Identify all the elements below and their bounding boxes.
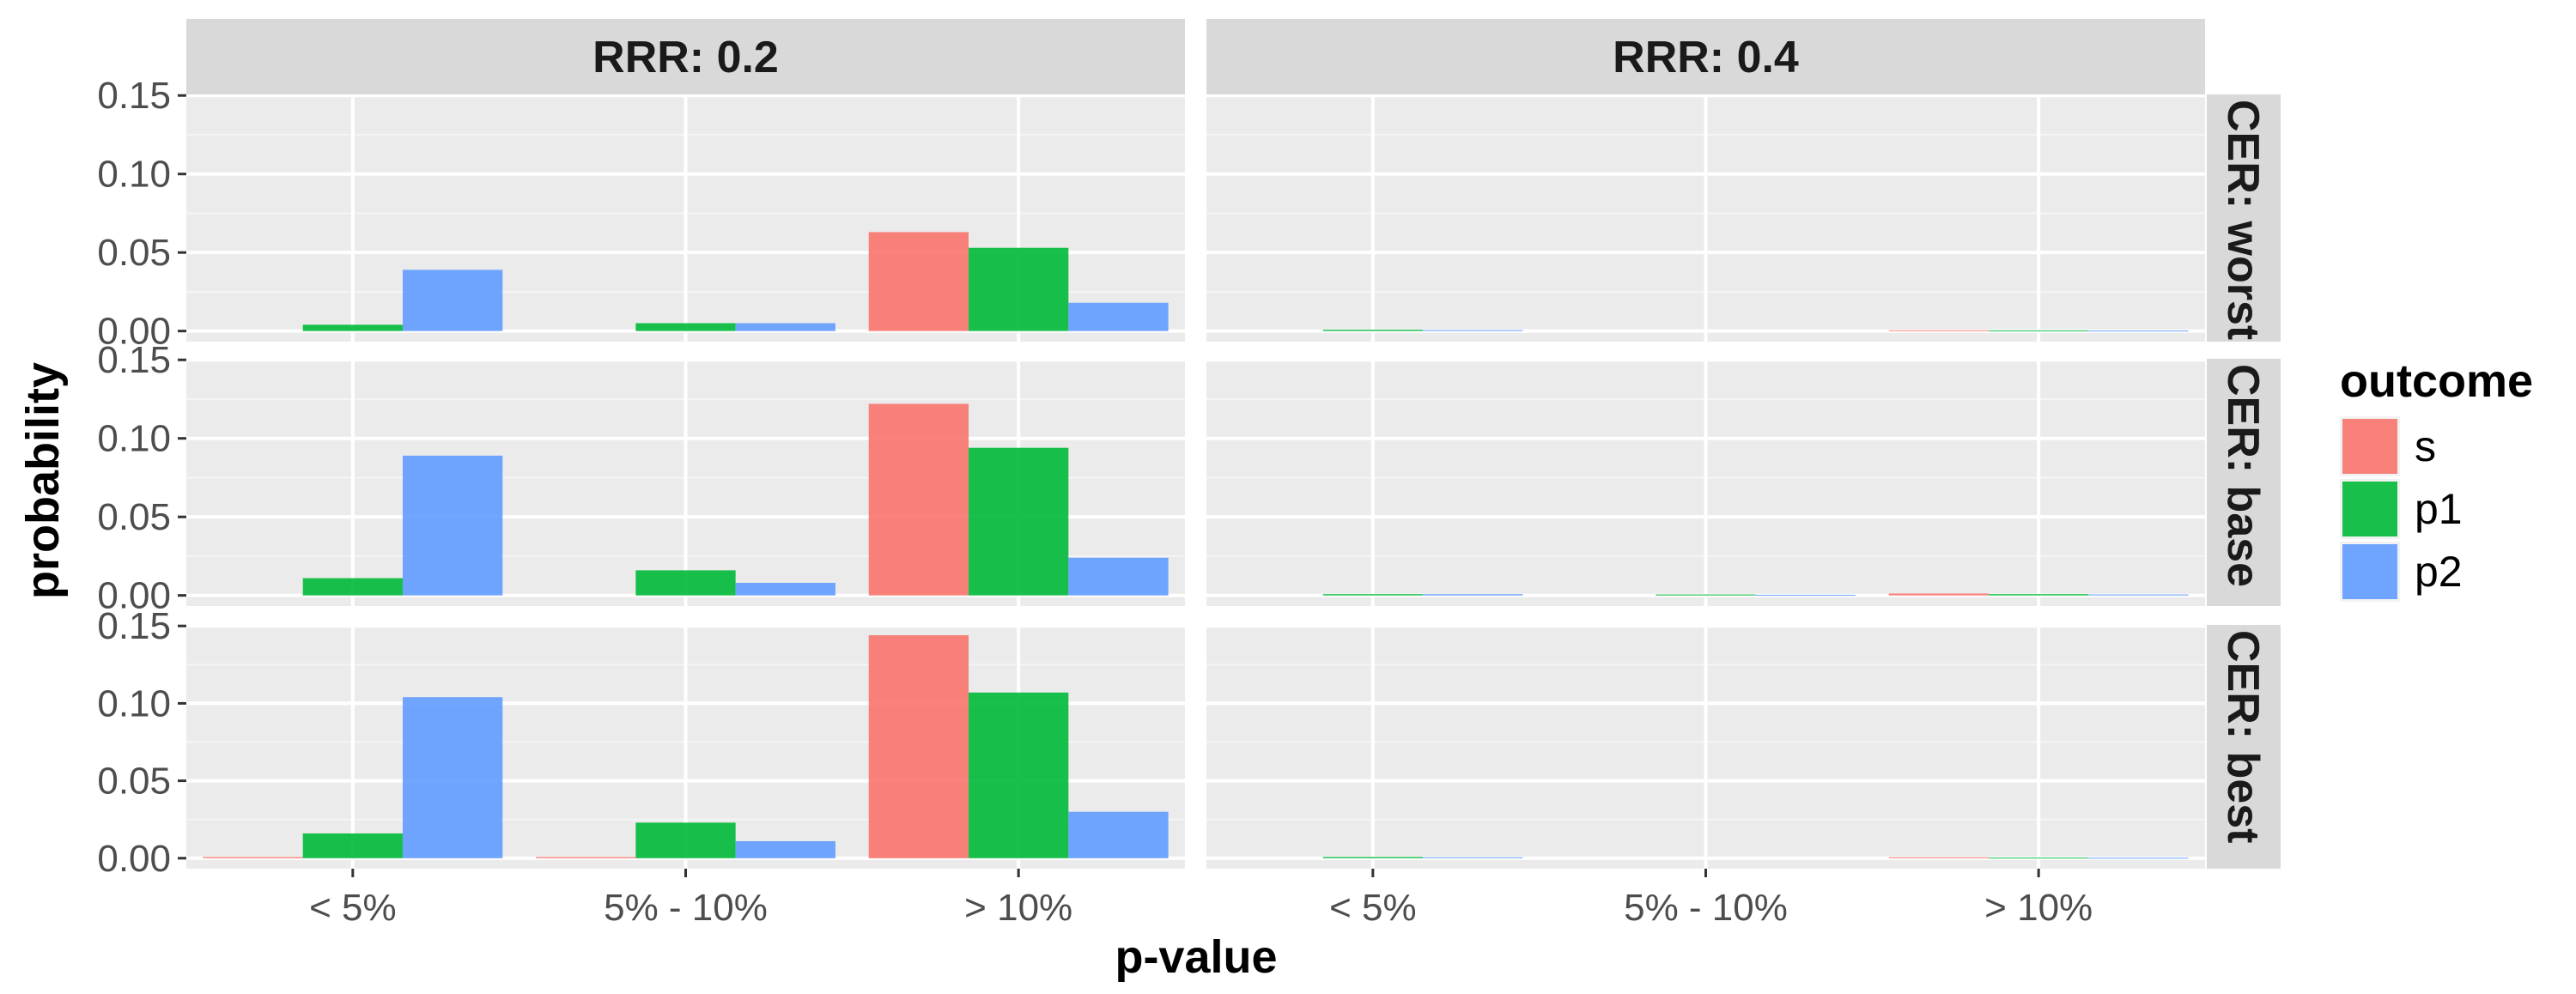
row-strip xyxy=(2207,359,2281,606)
column-strip xyxy=(1206,19,2205,94)
bar-s xyxy=(868,635,969,858)
bar-s xyxy=(536,857,636,858)
legend-key-p1 xyxy=(2342,482,2397,536)
column-strip xyxy=(186,19,1185,94)
x-tick-label: < 5% xyxy=(309,887,397,929)
column-strip-label: RRR: 0.4 xyxy=(1613,33,1799,82)
y-tick-label: 0.10 xyxy=(97,682,171,724)
legend-label: p1 xyxy=(2415,485,2463,533)
row-strip-label-group: CER: best xyxy=(2218,630,2268,843)
bar-p1 xyxy=(1656,594,1756,596)
y-tick-label: 0.15 xyxy=(97,339,171,381)
panel xyxy=(1206,358,2205,606)
row-strip-label: CER: base xyxy=(2218,364,2268,587)
bar-p1 xyxy=(302,324,403,331)
panels-layer xyxy=(186,94,2205,869)
x-tick-label: 5% - 10% xyxy=(1624,887,1788,929)
row-strip xyxy=(2207,625,2281,869)
strips-layer: RRR: 0.2 RRR: 0.4 CER: worst CER: base CER: … xyxy=(186,19,2281,869)
bar-p2 xyxy=(1422,594,1523,596)
bar-p1 xyxy=(635,323,736,331)
bar-s xyxy=(1888,330,1990,331)
bar-p1 xyxy=(635,570,736,596)
legend-label: s xyxy=(2415,422,2436,470)
bar-p2 xyxy=(1068,557,1169,596)
bar-p1 xyxy=(969,447,1069,596)
bar-p1 xyxy=(1989,330,2089,331)
axes-layer: 0.000.050.100.150.000.050.100.150.000.05… xyxy=(97,75,2093,929)
bar-p1 xyxy=(635,822,736,858)
bar-p1 xyxy=(1322,594,1423,596)
bar-p1 xyxy=(302,833,403,858)
x-tick-label: < 5% xyxy=(1329,887,1417,929)
bar-s xyxy=(1888,593,1990,596)
bar-p2 xyxy=(1755,594,1856,596)
y-tick-label: 0.10 xyxy=(97,418,171,460)
panel xyxy=(186,358,1185,606)
legend-label: p2 xyxy=(2415,548,2463,596)
x-tick-label: > 10% xyxy=(1984,887,2093,929)
row-strip-label: CER: best xyxy=(2218,630,2268,843)
bar-p2 xyxy=(402,455,503,596)
bar-p2 xyxy=(1422,330,1523,331)
bar-p2 xyxy=(2088,594,2189,596)
panel xyxy=(1206,624,2205,869)
bar-p1 xyxy=(969,692,1069,858)
row-strip xyxy=(2207,94,2281,342)
y-tick-label: 0.15 xyxy=(97,75,171,117)
row-strip-label-group: CER: base xyxy=(2218,364,2268,587)
bar-p2 xyxy=(1068,302,1169,331)
column-strip-label: RRR: 0.2 xyxy=(592,33,779,82)
y-tick-label: 0.10 xyxy=(97,154,171,196)
x-axis-title: p-value xyxy=(1115,931,1277,983)
bar-p1 xyxy=(969,247,1069,331)
bar-p2 xyxy=(735,323,835,331)
x-tick-label: 5% - 10% xyxy=(604,887,768,929)
bar-p1 xyxy=(1322,857,1423,858)
bar-p2 xyxy=(735,583,835,596)
y-tick-label: 0.15 xyxy=(97,605,171,647)
panel xyxy=(186,624,1185,869)
bar-p2 xyxy=(2088,330,2189,332)
bar-s xyxy=(868,232,969,331)
bar-p2 xyxy=(1068,811,1169,858)
legend: outcome s p1 p2 xyxy=(2340,355,2533,602)
bar-s xyxy=(203,857,303,858)
y-tick-label: 0.00 xyxy=(97,575,171,617)
panel xyxy=(1206,94,2205,342)
bar-p1 xyxy=(302,578,403,596)
row-strip-label-group: CER: worst xyxy=(2218,100,2268,340)
y-tick-label: 0.05 xyxy=(97,496,171,538)
y-tick-label: 0.05 xyxy=(97,761,171,803)
bar-p1 xyxy=(1989,594,2089,596)
legend-key-s xyxy=(2342,419,2397,474)
y-axis-title: probability xyxy=(17,362,69,599)
panel xyxy=(186,94,1185,342)
x-tick-label: > 10% xyxy=(964,887,1072,929)
bar-p2 xyxy=(402,270,503,331)
y-tick-label: 0.00 xyxy=(97,311,171,353)
y-tick-label: 0.00 xyxy=(97,838,171,880)
row-strip-label: CER: worst xyxy=(2218,100,2268,340)
bar-p2 xyxy=(735,840,835,858)
bar-s xyxy=(868,403,969,596)
legend-title: outcome xyxy=(2340,355,2533,407)
legend-key-p2 xyxy=(2342,544,2397,599)
bar-p2 xyxy=(402,697,503,858)
y-tick-label: 0.05 xyxy=(97,232,171,274)
